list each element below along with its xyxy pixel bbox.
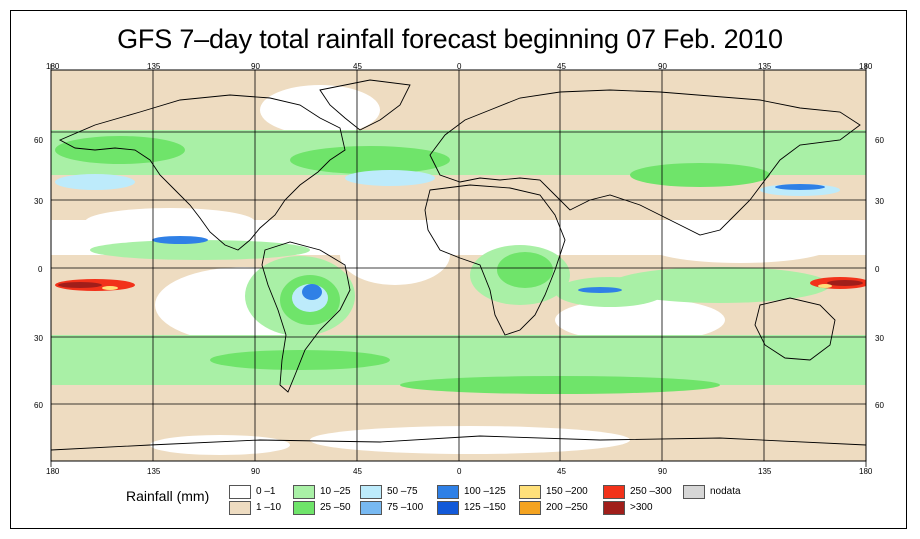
legend-swatch: [229, 485, 251, 499]
bottom-tick-label: 45: [353, 467, 362, 476]
top-tick-label: 180: [46, 62, 60, 71]
graticule: [51, 70, 866, 461]
legend-item-label: >300: [630, 502, 653, 513]
bottom-tick-label: 180: [46, 467, 60, 476]
legend-item-label: 200 –250: [546, 502, 588, 513]
top-tick-label: 135: [758, 62, 772, 71]
south-america-outline: [261, 241, 351, 393]
right-tick-label: 60: [875, 136, 884, 145]
top-tick-label: 90: [658, 62, 667, 71]
legend-item-label: 125 –150: [464, 502, 506, 513]
legend-swatch: [519, 501, 541, 515]
legend-item-label: 250 –300: [630, 486, 672, 497]
left-tick-label: 30: [34, 334, 43, 343]
greenland-outline: [319, 79, 411, 131]
top-tick-label: 0: [457, 62, 462, 71]
legend-swatch: [360, 501, 382, 515]
left-tick-label: 0: [38, 265, 43, 274]
legend-item-label: 1 –10: [256, 502, 282, 513]
legend-item-label: 100 –125: [464, 486, 506, 497]
top-tick-label: 90: [251, 62, 260, 71]
legend-item-label: nodata: [710, 486, 741, 497]
legend-item-label: 10 –25: [320, 486, 351, 497]
top-tick-label: 45: [353, 62, 362, 71]
legend-swatch: [437, 485, 459, 499]
top-tick-label: 45: [557, 62, 566, 71]
north-america-outline: [58, 94, 346, 251]
bottom-tick-label: 135: [758, 467, 772, 476]
map-border: [50, 69, 867, 462]
antarctica-outline: [51, 435, 866, 451]
map-title: GFS 7–day total rainfall forecast beginn…: [117, 24, 783, 54]
legend-item-label: 50 –75: [387, 486, 418, 497]
bottom-tick-label: 90: [251, 467, 260, 476]
right-tick-label: 0: [875, 265, 880, 274]
bottom-tick-label: 180: [859, 467, 873, 476]
right-tick-label: 30: [875, 334, 884, 343]
left-tick-label: 60: [34, 136, 43, 145]
top-tick-label: 180: [859, 62, 873, 71]
europe-asia-outline: [429, 89, 861, 236]
left-tick-label: 60: [34, 401, 43, 410]
top-tick-label: 135: [147, 62, 161, 71]
legend-swatch: [293, 501, 315, 515]
legend-swatch: [293, 485, 315, 499]
bottom-tick-label: 135: [147, 467, 161, 476]
australia-outline: [754, 297, 836, 361]
rain-band-150-250: [102, 284, 832, 290]
edge-ticks: [50, 64, 867, 467]
figure-frame: [10, 10, 907, 529]
continent-outlines: [51, 79, 866, 451]
rain-band-75-150: [152, 184, 825, 300]
legend-item-label: 75 –100: [387, 502, 424, 513]
legend-swatch: [437, 501, 459, 515]
legend-swatch: [519, 485, 541, 499]
bottom-tick-label: 0: [457, 467, 462, 476]
left-tick-label: 30: [34, 197, 43, 206]
legend-item-label: 0 –1: [256, 486, 276, 497]
legend-swatch: [683, 485, 705, 499]
africa-outline: [424, 184, 566, 336]
legend-swatch: [229, 501, 251, 515]
legend-item-label: 25 –50: [320, 502, 351, 513]
legend-title: Rainfall (mm): [126, 488, 210, 504]
legend-swatch: [603, 485, 625, 499]
right-tick-label: 60: [875, 401, 884, 410]
legend-swatch: [360, 485, 382, 499]
bottom-tick-label: 90: [658, 467, 667, 476]
bottom-tick-label: 45: [557, 467, 566, 476]
rain-band-extreme: [58, 280, 863, 288]
rain-band-1-10: [51, 70, 866, 461]
legend-item-label: 150 –200: [546, 486, 588, 497]
right-tick-label: 30: [875, 197, 884, 206]
legend-swatch: [603, 501, 625, 515]
